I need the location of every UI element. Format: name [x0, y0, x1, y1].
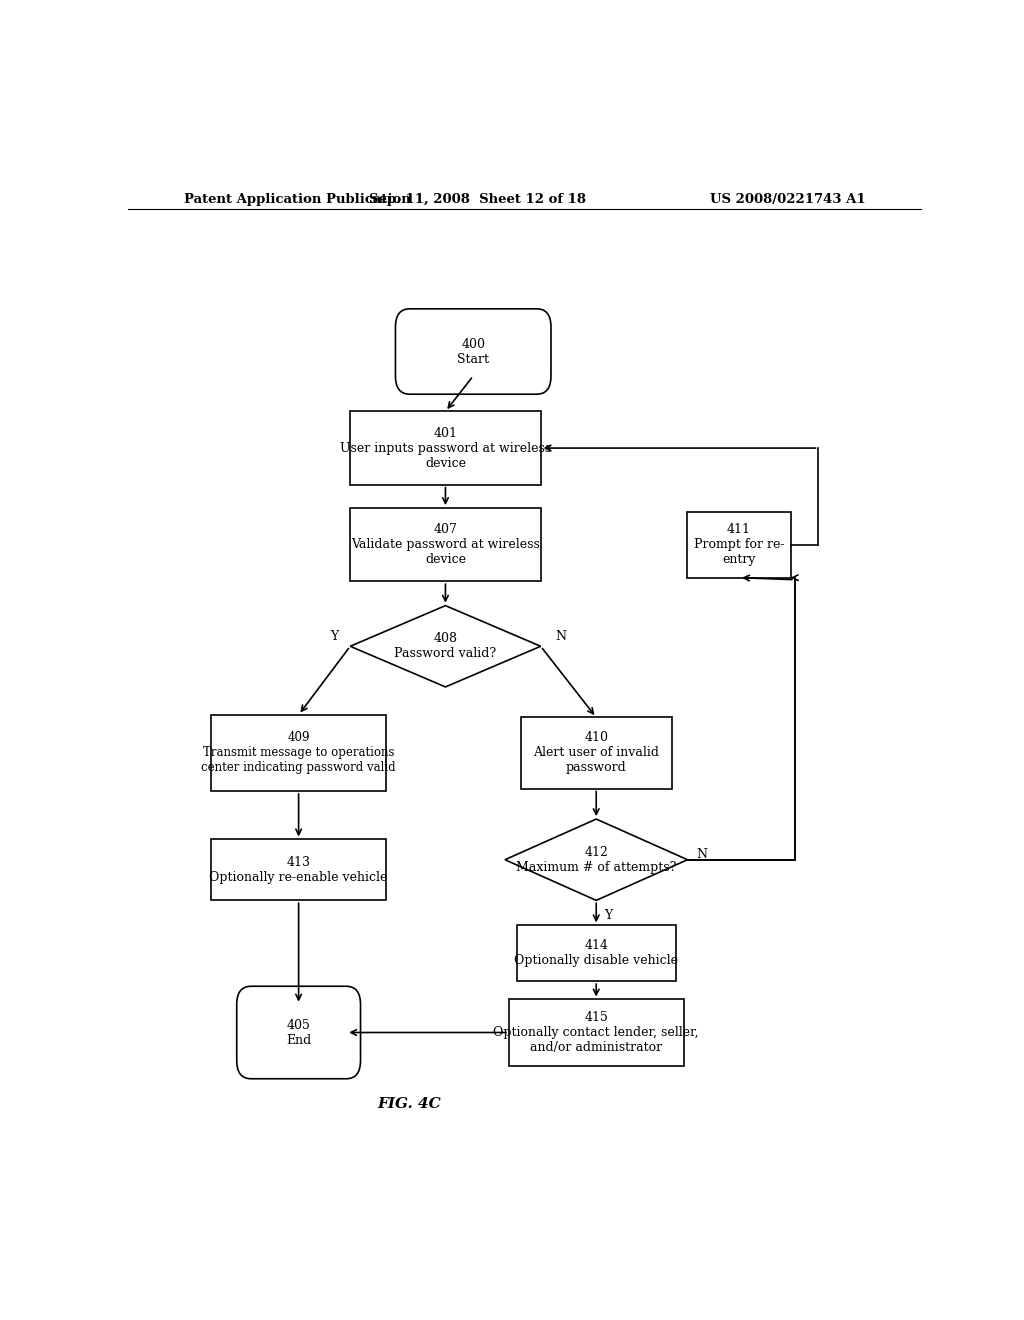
Text: 412
Maximum # of attempts?: 412 Maximum # of attempts?	[516, 846, 677, 874]
Text: Sep. 11, 2008  Sheet 12 of 18: Sep. 11, 2008 Sheet 12 of 18	[369, 193, 586, 206]
Text: 414
Optionally disable vehicle: 414 Optionally disable vehicle	[514, 940, 678, 968]
Text: US 2008/0221743 A1: US 2008/0221743 A1	[711, 193, 866, 206]
Text: 411
Prompt for re-
entry: 411 Prompt for re- entry	[694, 523, 784, 566]
Text: 401
User inputs password at wireless
device: 401 User inputs password at wireless dev…	[340, 426, 551, 470]
Text: N: N	[555, 630, 566, 643]
Bar	[350, 412, 541, 484]
Text: 409
Transmit message to operations
center indicating password valid: 409 Transmit message to operations cente…	[202, 731, 396, 775]
Bar	[350, 508, 541, 581]
Text: N: N	[696, 849, 708, 861]
Text: 407
Validate password at wireless
device: 407 Validate password at wireless device	[351, 523, 540, 566]
Text: 410
Alert user of invalid
password: 410 Alert user of invalid password	[534, 731, 659, 775]
Bar	[687, 512, 791, 578]
Polygon shape	[505, 818, 687, 900]
Bar	[211, 840, 386, 900]
Bar	[211, 715, 386, 791]
Text: Patent Application Publication: Patent Application Publication	[183, 193, 411, 206]
Bar	[521, 718, 672, 788]
Text: 400
Start: 400 Start	[457, 338, 489, 366]
Text: Y: Y	[604, 909, 612, 923]
Text: Y: Y	[330, 630, 339, 643]
Text: FIG. 4C: FIG. 4C	[378, 1097, 441, 1110]
FancyBboxPatch shape	[395, 309, 551, 395]
Bar	[509, 999, 684, 1065]
FancyBboxPatch shape	[237, 986, 360, 1078]
Text: 408
Password valid?: 408 Password valid?	[394, 632, 497, 660]
Bar	[517, 925, 676, 981]
Polygon shape	[350, 606, 541, 686]
Text: 405
End: 405 End	[286, 1019, 311, 1047]
Text: 415
Optionally contact lender, seller,
and/or administrator: 415 Optionally contact lender, seller, a…	[494, 1011, 699, 1053]
Text: 413
Optionally re-enable vehicle: 413 Optionally re-enable vehicle	[210, 855, 388, 884]
